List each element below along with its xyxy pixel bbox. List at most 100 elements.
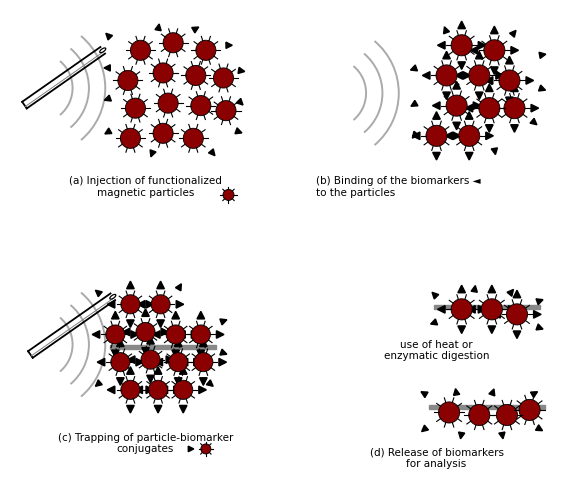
Polygon shape [443, 27, 449, 34]
Polygon shape [433, 112, 440, 119]
Polygon shape [478, 42, 486, 49]
Circle shape [469, 404, 490, 426]
Polygon shape [220, 349, 227, 355]
Polygon shape [488, 326, 496, 333]
Polygon shape [511, 47, 519, 54]
Polygon shape [510, 84, 518, 92]
Circle shape [469, 65, 490, 86]
Polygon shape [486, 132, 494, 140]
Polygon shape [107, 301, 115, 308]
Polygon shape [175, 284, 182, 291]
Polygon shape [175, 378, 182, 385]
Polygon shape [173, 386, 181, 393]
Polygon shape [235, 128, 242, 134]
Polygon shape [535, 425, 542, 431]
Polygon shape [468, 306, 475, 313]
Circle shape [451, 35, 472, 56]
Polygon shape [131, 331, 139, 338]
Polygon shape [493, 311, 501, 318]
Polygon shape [112, 350, 119, 358]
Polygon shape [470, 47, 478, 54]
Polygon shape [172, 350, 179, 358]
Polygon shape [475, 51, 483, 59]
Polygon shape [179, 405, 187, 413]
Polygon shape [531, 105, 538, 112]
Polygon shape [510, 30, 516, 37]
Polygon shape [489, 389, 495, 396]
Circle shape [173, 380, 193, 399]
Polygon shape [411, 101, 418, 106]
Text: use of heat or
enzymatic digestion: use of heat or enzymatic digestion [384, 340, 489, 361]
Polygon shape [499, 432, 505, 439]
Polygon shape [175, 339, 182, 347]
Bar [429, 405, 545, 409]
Ellipse shape [100, 48, 106, 53]
Circle shape [201, 444, 211, 454]
Polygon shape [458, 285, 466, 293]
Circle shape [451, 299, 472, 320]
Polygon shape [122, 328, 130, 336]
Polygon shape [531, 392, 538, 397]
Circle shape [438, 402, 460, 423]
Polygon shape [136, 358, 144, 366]
Circle shape [436, 65, 457, 86]
Polygon shape [513, 331, 521, 339]
Polygon shape [509, 306, 516, 313]
Polygon shape [510, 125, 518, 132]
Polygon shape [142, 309, 149, 316]
Polygon shape [106, 33, 112, 40]
Polygon shape [506, 97, 513, 105]
Polygon shape [217, 331, 224, 338]
Polygon shape [466, 112, 473, 119]
Polygon shape [157, 281, 164, 289]
Polygon shape [413, 132, 420, 140]
Circle shape [504, 98, 525, 119]
Circle shape [191, 96, 211, 116]
Text: (c) Trapping of particle-biomarker
conjugates: (c) Trapping of particle-biomarker conju… [58, 433, 233, 454]
Polygon shape [458, 21, 466, 29]
Polygon shape [146, 386, 154, 393]
Polygon shape [438, 306, 445, 313]
Circle shape [166, 325, 185, 344]
Polygon shape [538, 85, 545, 91]
Circle shape [426, 125, 447, 146]
Polygon shape [197, 311, 205, 319]
Polygon shape [147, 375, 154, 383]
Polygon shape [157, 320, 164, 327]
Polygon shape [485, 84, 493, 92]
Polygon shape [150, 150, 156, 157]
Polygon shape [127, 281, 134, 289]
Polygon shape [172, 311, 179, 319]
Polygon shape [127, 367, 134, 374]
Circle shape [136, 322, 155, 342]
Polygon shape [458, 62, 466, 69]
Polygon shape [453, 132, 460, 140]
Circle shape [153, 123, 173, 143]
Polygon shape [220, 319, 227, 325]
Polygon shape [485, 125, 493, 132]
Polygon shape [432, 292, 439, 299]
Circle shape [130, 40, 151, 60]
Polygon shape [207, 380, 213, 386]
Polygon shape [453, 122, 460, 130]
Polygon shape [137, 301, 145, 308]
Circle shape [484, 40, 505, 61]
Polygon shape [188, 446, 194, 452]
Circle shape [446, 95, 467, 116]
Polygon shape [507, 289, 513, 296]
Circle shape [191, 325, 210, 344]
Polygon shape [154, 405, 162, 413]
Circle shape [118, 70, 138, 91]
Polygon shape [410, 65, 417, 71]
Polygon shape [488, 285, 496, 293]
Circle shape [148, 380, 168, 399]
Polygon shape [536, 324, 543, 330]
Polygon shape [105, 128, 112, 134]
Circle shape [519, 399, 540, 421]
Polygon shape [421, 425, 428, 432]
Polygon shape [199, 386, 207, 393]
Polygon shape [127, 356, 135, 364]
Circle shape [141, 350, 160, 369]
Polygon shape [127, 405, 134, 413]
Polygon shape [453, 81, 460, 89]
